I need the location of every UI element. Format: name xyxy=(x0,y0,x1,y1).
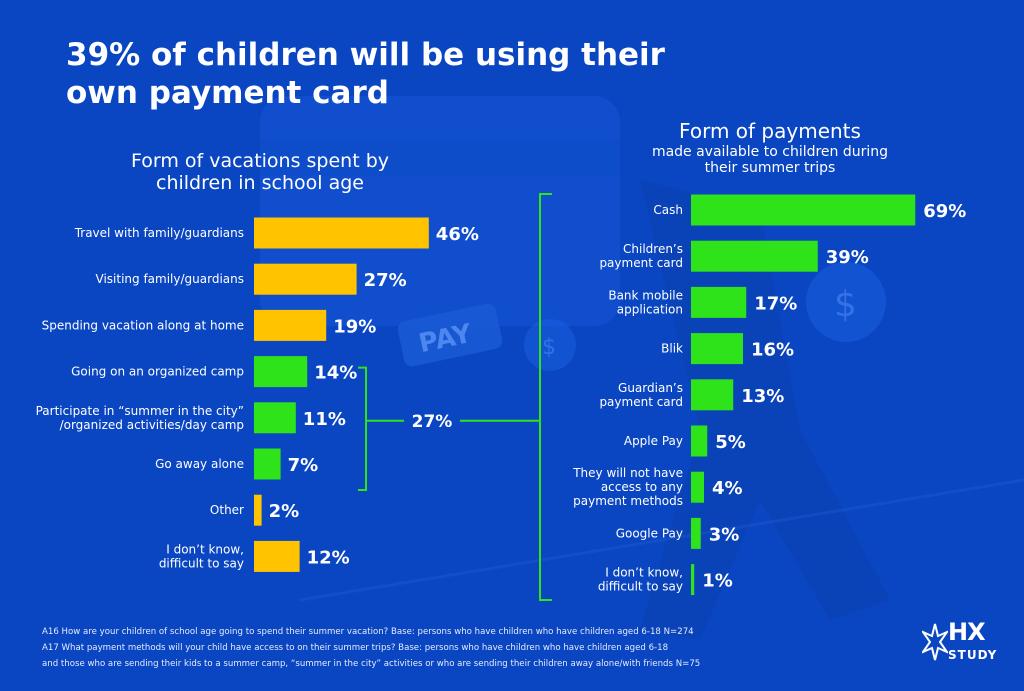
value-label: 46% xyxy=(436,224,479,245)
bar-1 xyxy=(691,194,916,226)
category-label: Cash xyxy=(653,203,683,217)
bar-4 xyxy=(254,356,308,388)
category-label: Visiting family/guardians xyxy=(96,272,244,286)
coin-symbol: $ xyxy=(542,335,556,360)
category-label: Guardian’s payment card xyxy=(599,381,683,409)
left-bar-chart: Travel with family/guardians 46% Visiting … xyxy=(36,217,479,572)
logo-hx-text: HX xyxy=(948,618,986,646)
value-label: 11% xyxy=(303,409,346,430)
bracket-value-label: 27% xyxy=(412,412,453,432)
footnote-a16: A16 How are your children of school age … xyxy=(42,627,694,637)
footnote-a17-cont: and those who are sending their kids to … xyxy=(42,659,701,669)
value-label: 3% xyxy=(709,524,740,545)
bar-7 xyxy=(691,471,704,503)
bracket-line-right xyxy=(460,193,552,601)
value-label: 16% xyxy=(751,340,794,361)
category-label: Apple Pay xyxy=(624,434,683,448)
right-chart-title: Form of payments xyxy=(679,119,861,143)
coin-icon xyxy=(524,319,576,371)
category-label: Bank mobile application xyxy=(608,288,683,316)
value-label: 1% xyxy=(702,571,733,592)
footnotes: A16 How are your children of school age … xyxy=(42,624,862,672)
logo-study-text: STUDY xyxy=(948,648,998,662)
category-label: Participate in “summer in the city”/orga… xyxy=(36,404,244,432)
pay-tag xyxy=(397,303,503,367)
value-label: 17% xyxy=(754,293,797,314)
bar-8 xyxy=(691,517,701,549)
value-label: 2% xyxy=(269,501,300,522)
left-chart-title: Form of vacations spent by children in s… xyxy=(130,150,390,194)
category-label: I don’t know, difficult to say xyxy=(598,566,683,594)
category-label: I don’t know, difficult to say xyxy=(159,542,244,570)
category-label: Children’s payment card xyxy=(599,242,683,270)
value-label: 12% xyxy=(307,547,350,568)
bar-4 xyxy=(691,333,743,365)
card-stripe xyxy=(260,140,620,176)
value-label: 39% xyxy=(826,247,869,268)
floor-line xyxy=(299,478,1024,602)
right-bar-chart: Cash 69% Children’s payment card 39% Bank mob… xyxy=(572,194,966,596)
value-label: 19% xyxy=(333,316,376,337)
category-label: Travel with family/guardians xyxy=(74,226,244,240)
bar-2 xyxy=(691,240,818,272)
category-label: Blik xyxy=(661,342,683,356)
bar-1 xyxy=(254,217,429,249)
right-chart-subtitle: made available to children during their … xyxy=(651,144,889,176)
value-label: 13% xyxy=(741,386,784,407)
footnote-a17: A17 What payment methods will your child… xyxy=(42,643,669,653)
bar-5 xyxy=(254,402,296,434)
category-label: They will not have access to any payment m… xyxy=(572,466,683,508)
bar-5 xyxy=(691,379,734,411)
category-label: Spending vacation along at home xyxy=(42,318,244,332)
hx-study-logo: HX STUDY xyxy=(922,616,996,676)
category-label: Going on an organized camp xyxy=(71,365,244,379)
value-label: 14% xyxy=(314,363,357,384)
bar-7 xyxy=(254,494,262,526)
bar-3 xyxy=(691,286,747,318)
bar-6 xyxy=(254,448,281,480)
bar-8 xyxy=(254,540,300,572)
bar-2 xyxy=(254,263,357,295)
category-label: Go away alone xyxy=(155,457,244,471)
bar-9 xyxy=(691,564,695,596)
value-label: 7% xyxy=(288,455,319,476)
coin-symbol: $ xyxy=(834,284,857,325)
value-label: 69% xyxy=(923,201,966,222)
coin-icon xyxy=(806,262,886,342)
bar-6 xyxy=(691,425,708,457)
value-label: 4% xyxy=(712,478,743,499)
bar-3 xyxy=(254,309,327,341)
bracket-line-left xyxy=(358,366,404,491)
category-label: Google Pay xyxy=(616,526,683,540)
value-label: 27% xyxy=(364,270,407,291)
page-title: 39% of children will be using their own … xyxy=(66,37,665,111)
bracket-connector: 27% xyxy=(358,193,552,601)
logo-star-icon xyxy=(922,623,948,661)
category-label: Other xyxy=(210,503,244,517)
value-label: 5% xyxy=(715,432,746,453)
